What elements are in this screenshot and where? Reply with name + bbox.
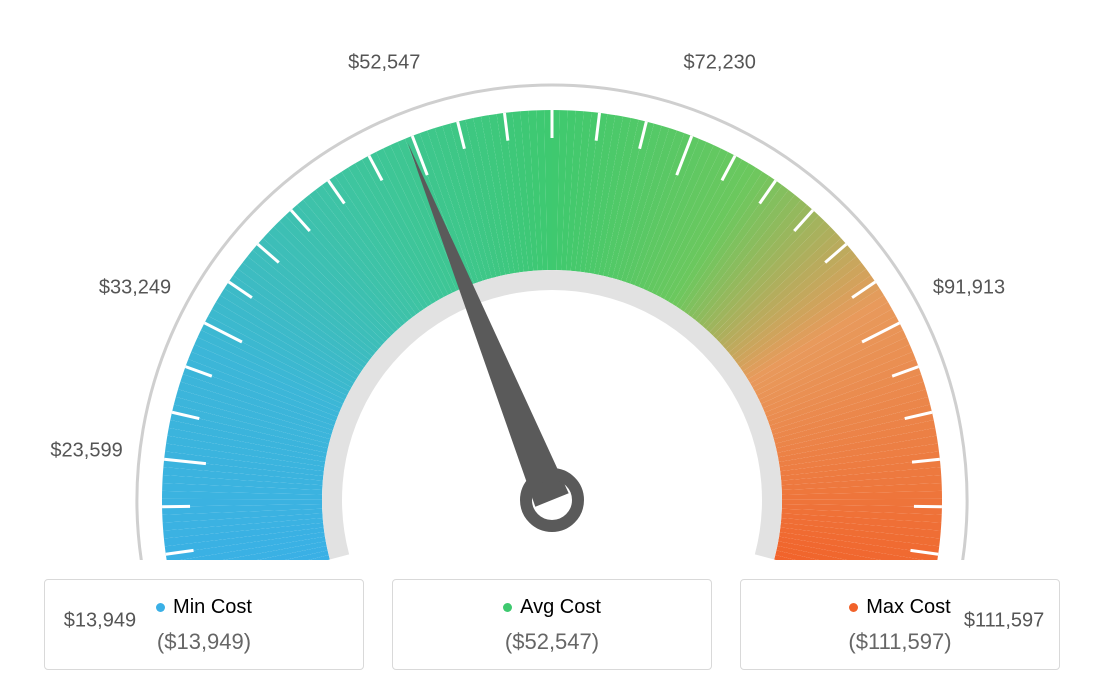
- gauge-tick-label: $52,547: [348, 52, 420, 75]
- gauge-area: $13,949$23,599$33,249$52,547$72,230$91,9…: [0, 0, 1104, 560]
- gauge-tick-label: $23,599: [50, 440, 122, 463]
- legend-card-avg: Avg Cost ($52,547): [392, 579, 712, 670]
- cost-gauge-chart: $13,949$23,599$33,249$52,547$72,230$91,9…: [0, 0, 1104, 690]
- legend-title-avg: Avg Cost: [403, 596, 701, 619]
- legend-value-min: ($13,949): [55, 629, 353, 655]
- gauge-tick-label: $91,913: [933, 276, 1005, 299]
- legend-card-min: Min Cost ($13,949): [44, 579, 364, 670]
- gauge-tick-label: $33,249: [99, 276, 171, 299]
- legend-label-avg: Avg Cost: [520, 596, 601, 619]
- legend-label-min: Min Cost: [173, 596, 252, 619]
- legend-dot-min: [156, 603, 165, 612]
- legend-dot-max: [849, 603, 858, 612]
- legend-row: Min Cost ($13,949) Avg Cost ($52,547) Ma…: [0, 579, 1104, 670]
- legend-title-min: Min Cost: [55, 596, 353, 619]
- legend-value-avg: ($52,547): [403, 629, 701, 655]
- legend-value-max: ($111,597): [751, 629, 1049, 655]
- legend-title-max: Max Cost: [751, 596, 1049, 619]
- gauge-tick-label: $72,230: [684, 52, 756, 75]
- legend-dot-avg: [503, 603, 512, 612]
- legend-label-max: Max Cost: [866, 596, 950, 619]
- legend-card-max: Max Cost ($111,597): [740, 579, 1060, 670]
